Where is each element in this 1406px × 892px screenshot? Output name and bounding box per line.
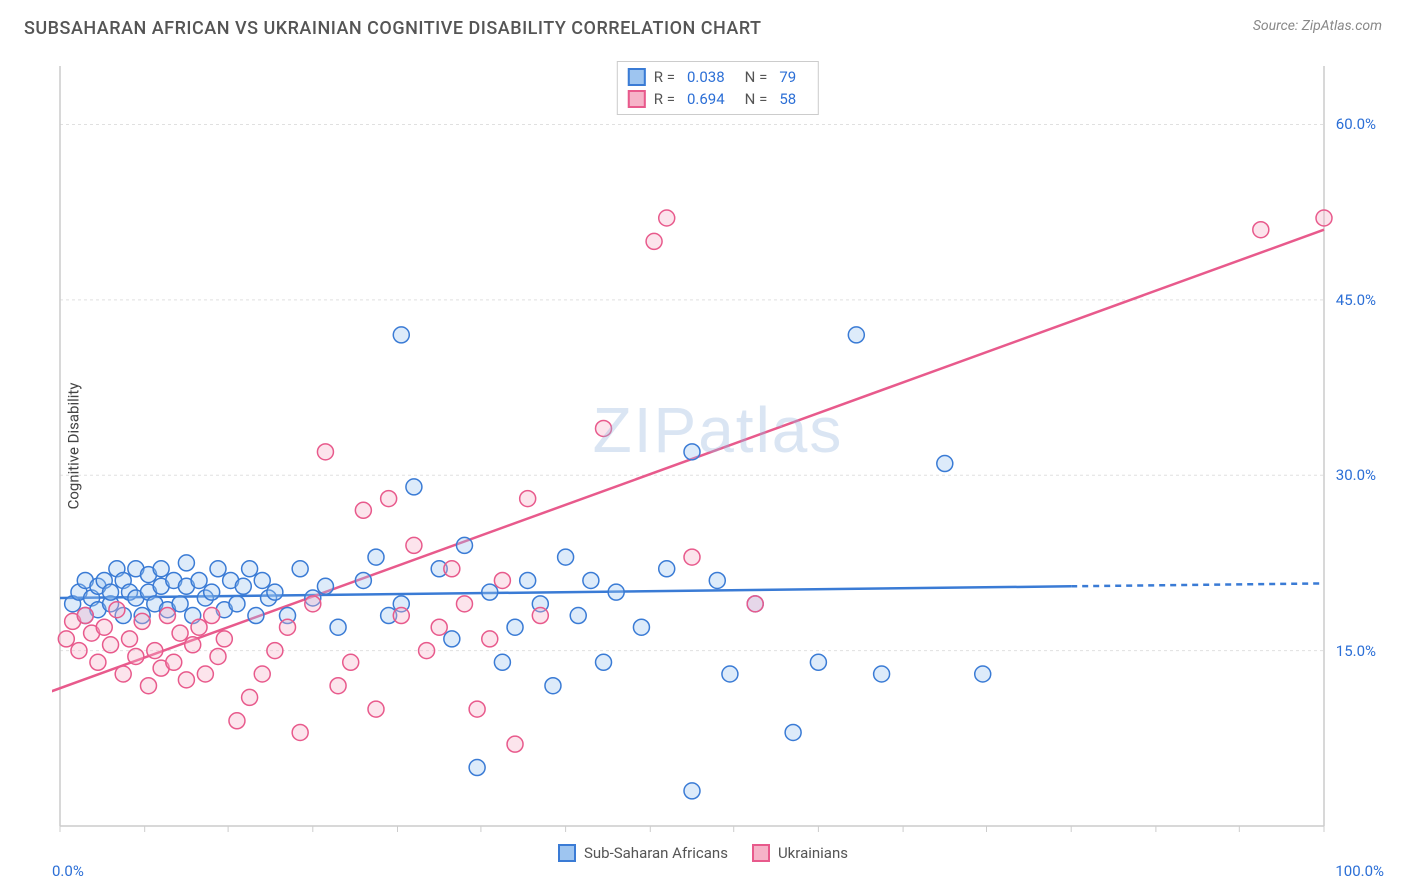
x-tick-label: 100.0% xyxy=(1335,862,1384,880)
y-tick-label: 60.0% xyxy=(1330,115,1376,133)
legend-item: Ukrainians xyxy=(752,844,848,862)
source-label: Source: ZipAtlas.com xyxy=(1253,18,1382,34)
n-value: 79 xyxy=(779,68,796,86)
legend-item: Sub-Saharan Africans xyxy=(558,844,728,862)
r-label: R = xyxy=(654,68,675,86)
swatch-icon xyxy=(558,844,576,862)
correlation-legend: R = 0.038 N = 79 R = 0.694 N = 58 xyxy=(617,61,819,115)
n-label: N = xyxy=(745,90,768,108)
plot-area: ZIPatlas R = 0.038 N = 79 R = 0.694 N = … xyxy=(52,56,1384,836)
x-tick-label: 0.0% xyxy=(52,862,84,880)
swatch-icon xyxy=(628,68,646,86)
n-value: 58 xyxy=(779,90,796,108)
chart-title: SUBSAHARAN AFRICAN VS UKRAINIAN COGNITIV… xyxy=(24,18,762,39)
scatter-plot xyxy=(52,56,1384,836)
y-tick-label: 15.0% xyxy=(1330,642,1376,660)
legend-row-series-2: R = 0.694 N = 58 xyxy=(628,88,808,110)
n-label: N = xyxy=(745,68,768,86)
y-tick-label: 45.0% xyxy=(1330,291,1376,309)
r-value: 0.694 xyxy=(687,90,725,108)
swatch-icon xyxy=(628,90,646,108)
legend-label: Ukrainians xyxy=(778,844,848,862)
legend-label: Sub-Saharan Africans xyxy=(584,844,728,862)
y-tick-label: 30.0% xyxy=(1330,466,1376,484)
r-label: R = xyxy=(654,90,675,108)
series-legend: Sub-Saharan Africans Ukrainians xyxy=(558,844,848,862)
r-value: 0.038 xyxy=(687,68,725,86)
swatch-icon xyxy=(752,844,770,862)
legend-row-series-1: R = 0.038 N = 79 xyxy=(628,66,808,88)
